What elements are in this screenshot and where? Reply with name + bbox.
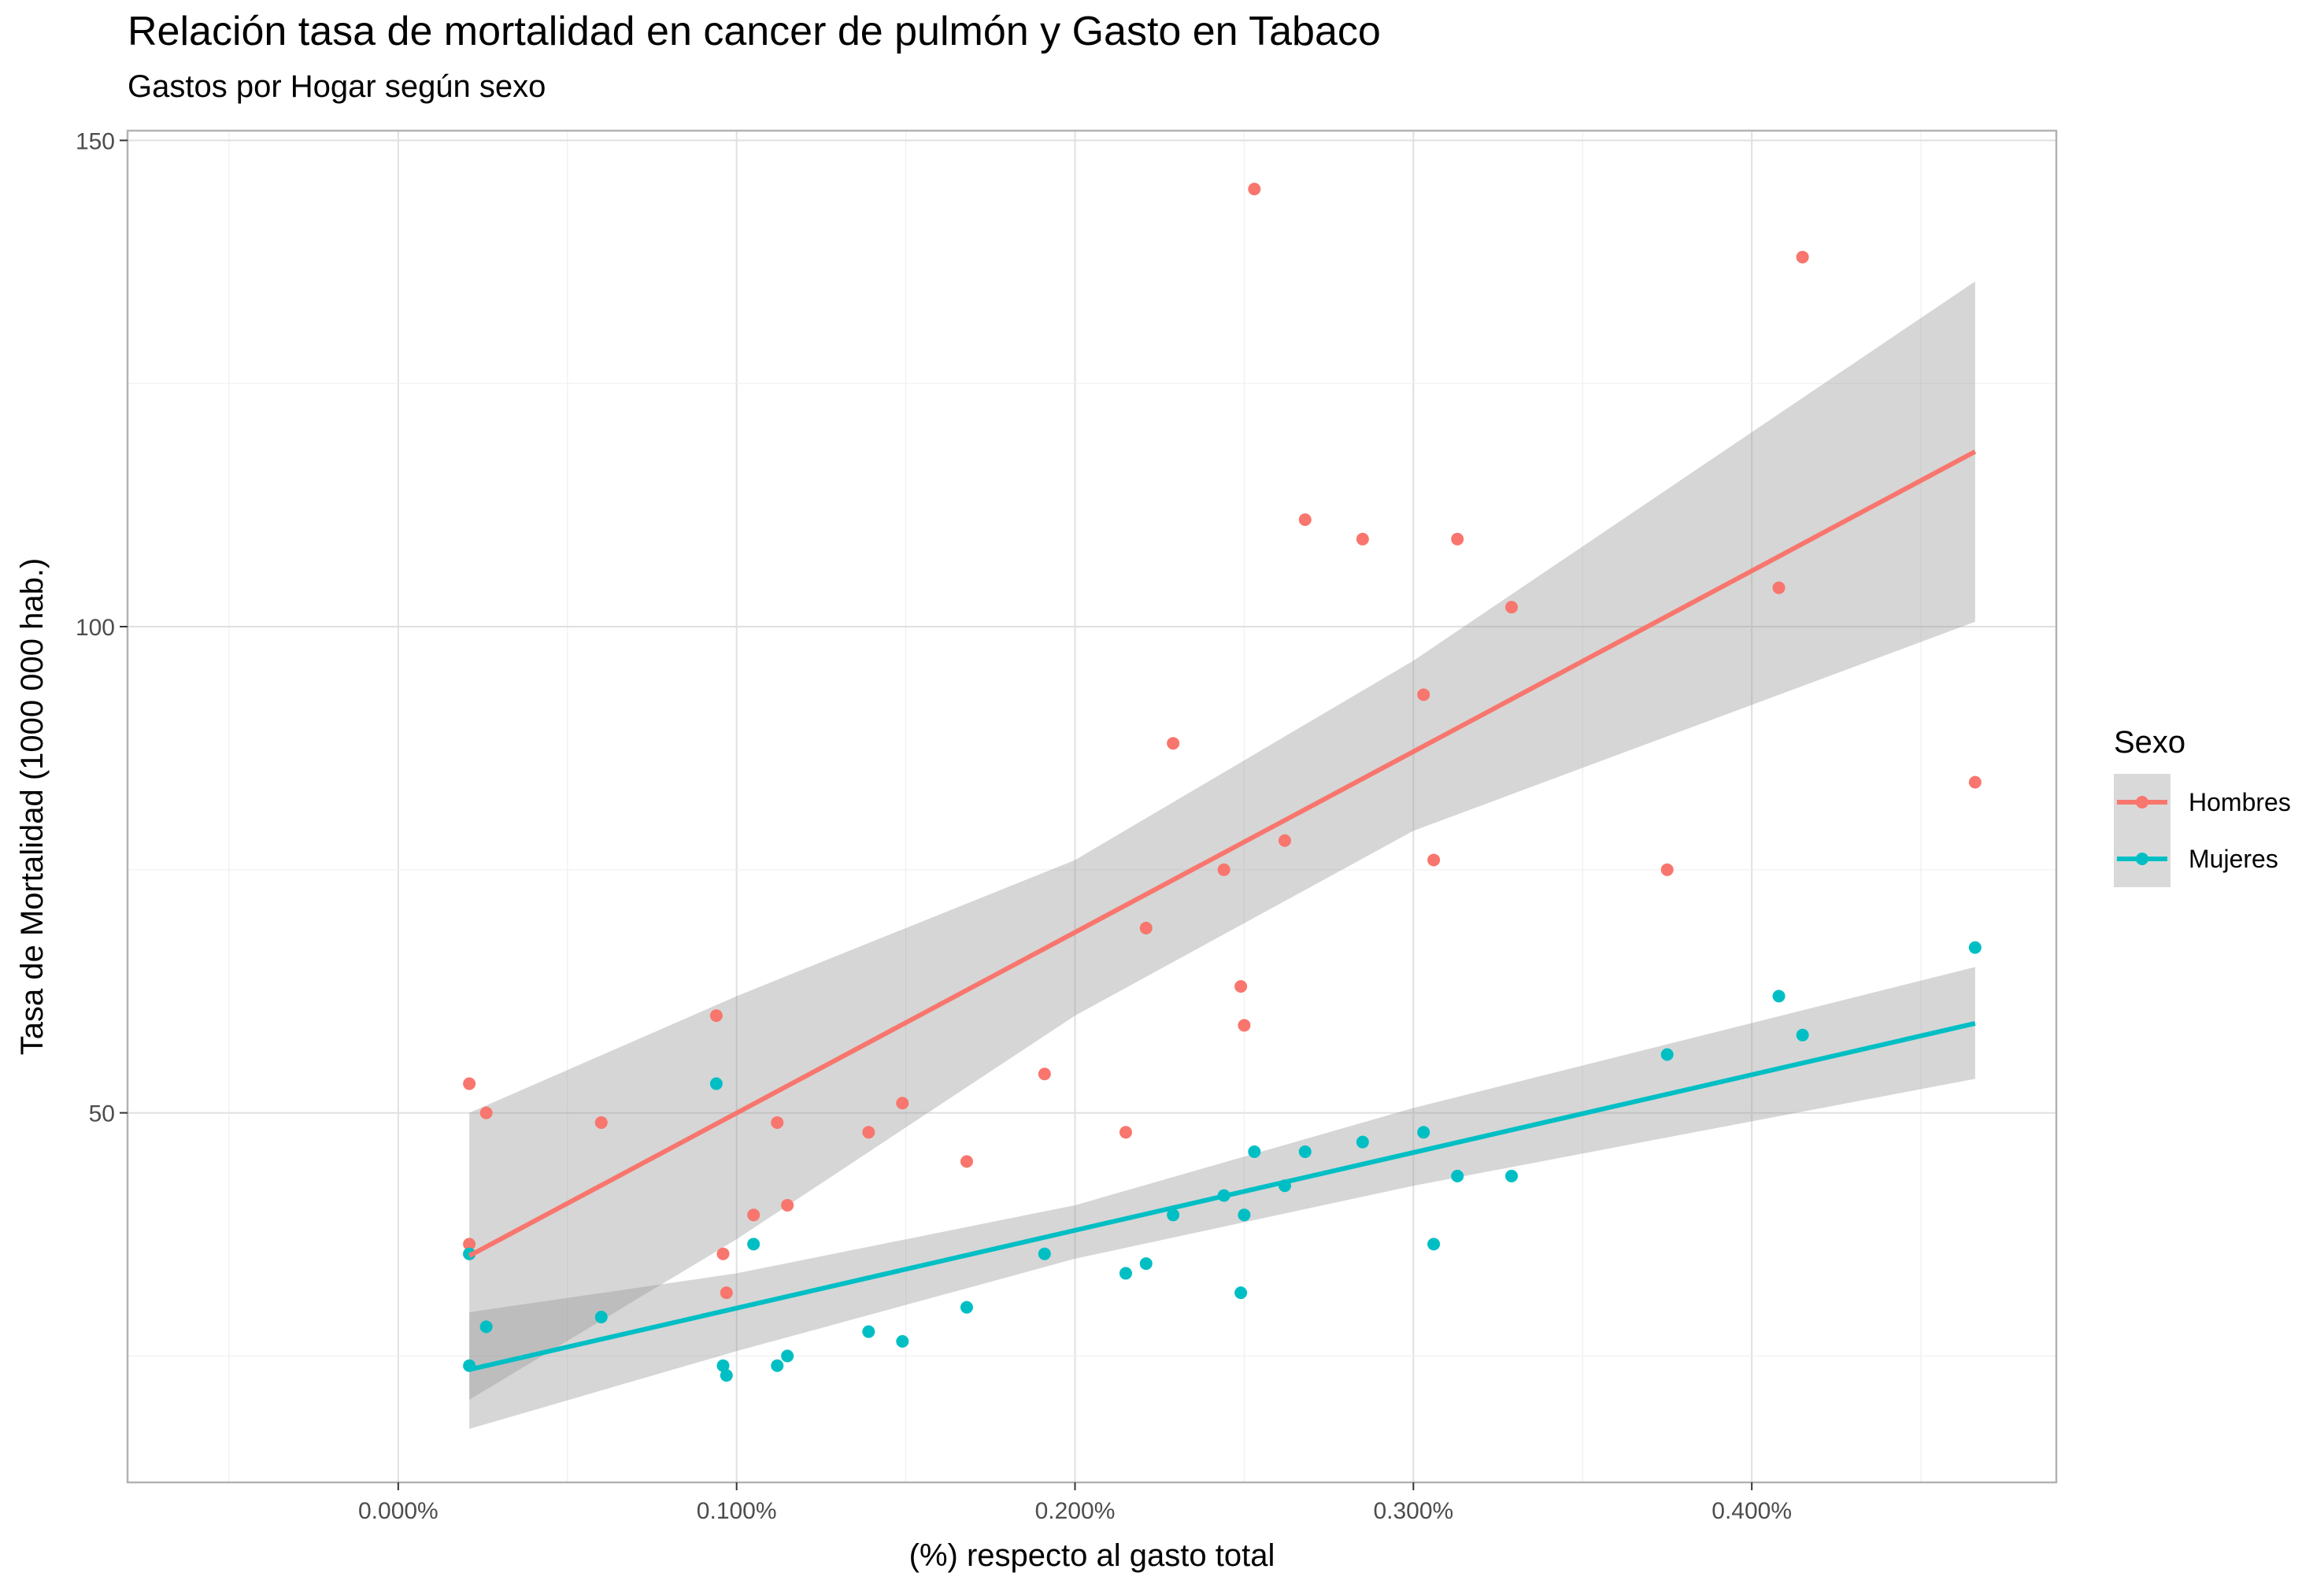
data-point-mujeres: [1504, 1169, 1518, 1182]
data-point-hombres: [1139, 921, 1153, 934]
y-tick-label: 150: [76, 128, 115, 154]
data-point-mujeres: [1238, 1208, 1251, 1222]
data-point-hombres: [1427, 853, 1441, 867]
confidence-band-hombres: [469, 281, 1975, 1401]
data-point-hombres: [479, 1106, 493, 1119]
data-point-mujeres: [1417, 1126, 1430, 1139]
data-point-mujeres: [896, 1334, 909, 1348]
panel-border: [126, 129, 2058, 1484]
data-point-hombres: [1248, 183, 1261, 196]
data-point-mujeres: [1427, 1238, 1441, 1251]
data-point-hombres: [960, 1155, 973, 1168]
legend-item-mujeres: Mujeres: [2114, 831, 2278, 887]
data-point-hombres: [1356, 532, 1369, 546]
data-point-hombres: [463, 1077, 476, 1090]
axes: 0.000% 0.100% 0.200% 0.300% 0.400% 50 100 150: [76, 128, 1792, 1524]
legend-key-point: [2136, 853, 2148, 865]
data-point-hombres: [771, 1116, 784, 1129]
fit-line-mujeres: [468, 1021, 1976, 1372]
data-point-hombres: [720, 1286, 733, 1300]
data-point-hombres: [1772, 581, 1786, 594]
data-point-hombres: [1298, 513, 1312, 527]
data-point-hombres: [463, 1238, 476, 1251]
data-point-mujeres: [1968, 941, 1982, 954]
data-point-hombres: [1796, 250, 1809, 264]
data-point-mujeres: [1038, 1247, 1051, 1260]
data-point-hombres: [896, 1097, 909, 1110]
data-point-mujeres: [709, 1077, 723, 1090]
y-axis-title: Tasa de Mortalidad (1000 000 hab.): [15, 558, 50, 1056]
data-point-hombres: [594, 1116, 608, 1129]
data-point-hombres: [781, 1198, 794, 1212]
data-point-hombres: [709, 1009, 723, 1023]
legend-label: Hombres: [2189, 788, 2291, 816]
fit-line-hombres: [468, 449, 1977, 1258]
data-point-mujeres: [1796, 1028, 1809, 1042]
data-point-hombres: [1234, 980, 1248, 994]
data-point-mujeres: [1660, 1048, 1674, 1061]
data-point-mujeres: [1167, 1208, 1180, 1222]
data-point-mujeres: [1451, 1169, 1464, 1182]
legend: Sexo Hombres Mujeres: [2114, 725, 2291, 887]
y-tick-label: 50: [89, 1101, 115, 1127]
data-point-mujeres: [747, 1238, 760, 1251]
grid: [128, 131, 2056, 1482]
chart-subtitle: Gastos por Hogar según sexo: [128, 69, 546, 104]
data-point-hombres: [862, 1126, 875, 1139]
data-point-mujeres: [479, 1320, 493, 1334]
data-point-hombres: [1417, 688, 1430, 701]
legend-label: Mujeres: [2189, 845, 2278, 873]
data-point-hombres: [1119, 1126, 1132, 1139]
data-point-hombres: [1451, 532, 1464, 546]
x-tick-label: 0.200%: [1035, 1498, 1116, 1524]
data-point-hombres: [747, 1208, 760, 1222]
data-point-hombres: [1167, 737, 1180, 750]
data-point-mujeres: [1234, 1286, 1248, 1300]
x-tick-label: 0.400%: [1712, 1498, 1792, 1524]
x-axis-title: (%) respecto al gasto total: [909, 1538, 1275, 1573]
y-tick-label: 100: [76, 615, 115, 641]
data-point-mujeres: [960, 1301, 973, 1314]
data-point-hombres: [1279, 834, 1291, 847]
data-points: [463, 183, 1982, 1382]
legend-title: Sexo: [2114, 725, 2185, 760]
data-point-hombres: [1238, 1019, 1251, 1032]
data-point-hombres: [1660, 863, 1674, 876]
data-point-hombres: [1217, 863, 1230, 876]
data-point-hombres: [1968, 775, 1982, 789]
data-point-mujeres: [720, 1369, 733, 1382]
data-point-mujeres: [781, 1349, 794, 1363]
fit-lines: [468, 449, 1977, 1372]
data-point-mujeres: [1298, 1145, 1312, 1159]
chart-title: Relación tasa de mortalidad en cancer de…: [128, 9, 1381, 54]
x-tick-label: 0.100%: [697, 1498, 777, 1524]
data-point-hombres: [1038, 1068, 1051, 1081]
data-point-mujeres: [716, 1359, 730, 1372]
data-point-mujeres: [594, 1311, 608, 1324]
data-point-mujeres: [862, 1325, 875, 1338]
data-point-hombres: [716, 1247, 730, 1260]
data-point-mujeres: [1139, 1257, 1153, 1271]
x-tick-label: 0.000%: [358, 1498, 439, 1524]
data-point-mujeres: [1119, 1267, 1132, 1280]
data-point-mujeres: [1248, 1145, 1261, 1159]
data-point-mujeres: [1772, 990, 1786, 1003]
data-point-hombres: [1504, 601, 1518, 614]
legend-item-hombres: Hombres: [2114, 774, 2291, 831]
data-point-mujeres: [771, 1359, 784, 1372]
data-point-mujeres: [1356, 1135, 1369, 1149]
x-tick-label: 0.300%: [1373, 1498, 1453, 1524]
legend-key-point: [2136, 796, 2148, 809]
